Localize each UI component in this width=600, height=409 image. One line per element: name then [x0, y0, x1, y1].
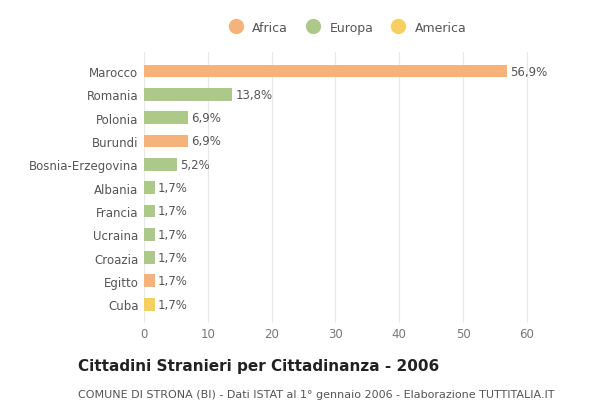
Text: 5,2%: 5,2%	[181, 158, 210, 171]
Bar	[144, 205, 155, 218]
Bar	[144, 65, 507, 78]
Bar	[144, 182, 155, 195]
Bar	[144, 89, 232, 101]
Text: 1,7%: 1,7%	[158, 298, 188, 311]
Text: Cittadini Stranieri per Cittadinanza - 2006: Cittadini Stranieri per Cittadinanza - 2…	[78, 358, 439, 373]
Bar	[144, 112, 188, 125]
Text: 13,8%: 13,8%	[235, 89, 272, 101]
Text: 1,7%: 1,7%	[158, 182, 188, 195]
Bar	[144, 275, 155, 288]
Text: 6,9%: 6,9%	[191, 135, 221, 148]
Text: 56,9%: 56,9%	[510, 65, 548, 78]
Text: 1,7%: 1,7%	[158, 205, 188, 218]
Text: 1,7%: 1,7%	[158, 275, 188, 288]
Text: 1,7%: 1,7%	[158, 252, 188, 264]
Text: 6,9%: 6,9%	[191, 112, 221, 125]
Text: 1,7%: 1,7%	[158, 228, 188, 241]
Bar	[144, 298, 155, 311]
Text: COMUNE DI STRONA (BI) - Dati ISTAT al 1° gennaio 2006 - Elaborazione TUTTITALIA.: COMUNE DI STRONA (BI) - Dati ISTAT al 1°…	[78, 389, 554, 399]
Bar	[144, 252, 155, 264]
Bar	[144, 158, 177, 171]
Bar	[144, 228, 155, 241]
Bar	[144, 135, 188, 148]
Legend: Africa, Europa, America: Africa, Europa, America	[224, 22, 466, 35]
